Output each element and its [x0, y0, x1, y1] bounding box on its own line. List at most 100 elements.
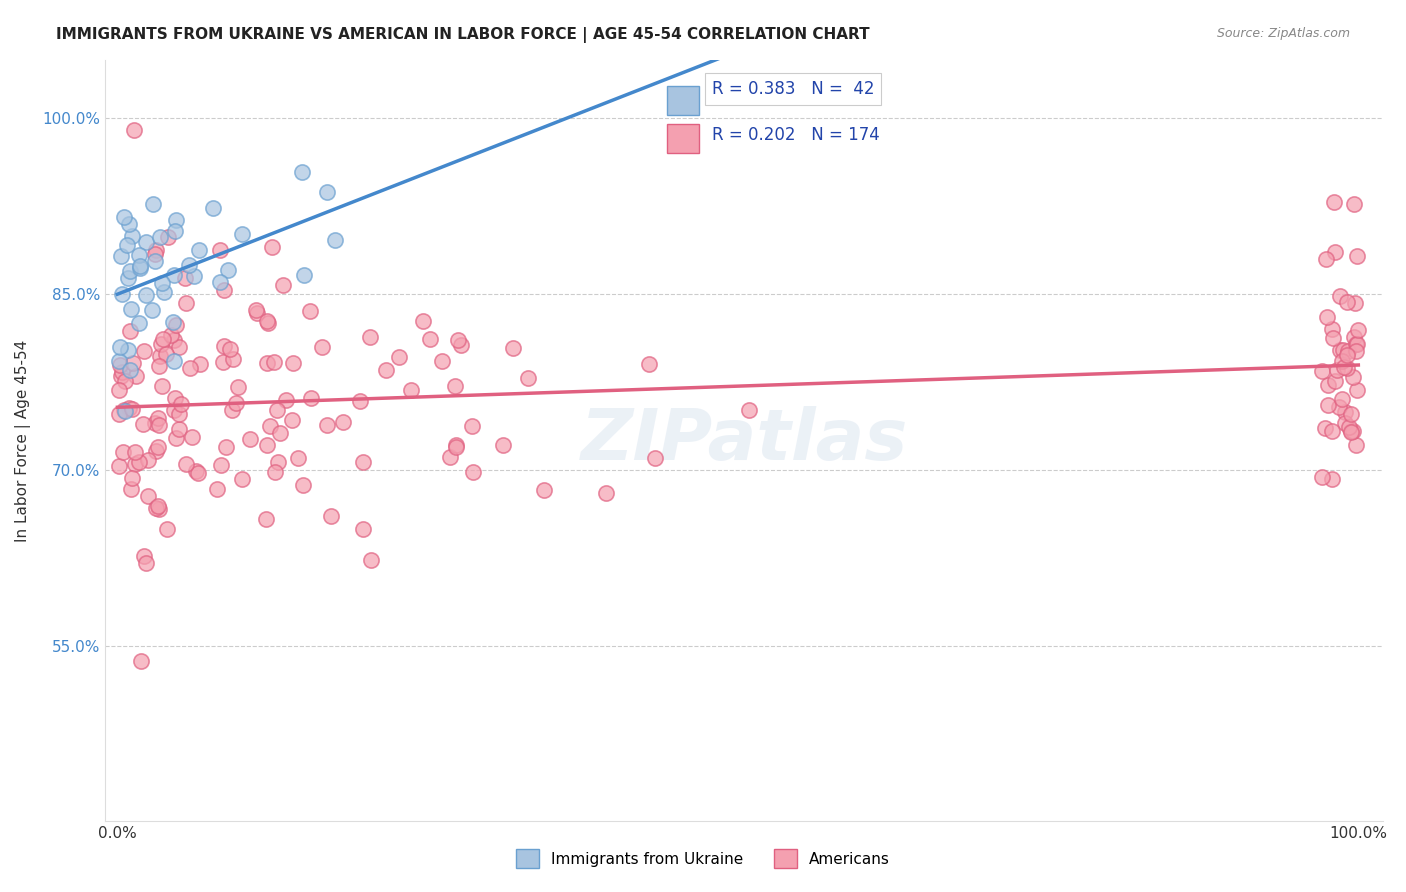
Americans [263, 355, 285, 369]
Americans [209, 458, 232, 472]
Immigrants from Ukraine [315, 185, 337, 199]
Americans [145, 501, 167, 516]
Americans [121, 483, 143, 497]
Immigrants from Ukraine [110, 249, 132, 263]
Immigrants from Ukraine [117, 271, 139, 285]
Americans [111, 445, 134, 459]
Americans [267, 455, 290, 469]
Americans [1310, 364, 1333, 378]
Americans [359, 330, 381, 344]
Americans [352, 454, 374, 468]
Americans [148, 417, 170, 432]
Legend: Immigrants from Ukraine, Americans: Immigrants from Ukraine, Americans [509, 841, 897, 875]
Americans [148, 359, 170, 373]
Americans [1334, 417, 1357, 431]
Americans [439, 450, 461, 464]
Immigrants from Ukraine [150, 276, 173, 290]
Americans [122, 356, 145, 370]
Americans [111, 364, 134, 378]
Immigrants from Ukraine [292, 268, 315, 282]
Americans [167, 408, 190, 422]
Americans [1317, 398, 1340, 412]
Americans [1340, 425, 1362, 440]
Americans [254, 512, 277, 526]
Americans [1322, 331, 1344, 345]
Americans [1346, 336, 1368, 351]
Americans [1320, 424, 1343, 438]
Americans [491, 438, 513, 452]
Americans [129, 654, 152, 668]
Americans [595, 485, 617, 500]
Americans [163, 402, 186, 417]
Americans [221, 403, 243, 417]
Immigrants from Ukraine [110, 286, 132, 301]
Text: R = 0.202   N = 174: R = 0.202 N = 174 [711, 126, 880, 144]
Americans [1326, 363, 1348, 377]
Americans [1336, 295, 1358, 310]
Americans [174, 457, 197, 471]
Americans [311, 340, 333, 354]
Americans [1329, 401, 1351, 415]
Immigrants from Ukraine [323, 233, 346, 247]
Americans [1347, 323, 1369, 337]
Americans [180, 430, 202, 444]
Americans [1344, 295, 1367, 310]
Americans [107, 407, 129, 421]
Americans [212, 354, 235, 368]
Americans [1316, 378, 1339, 392]
Immigrants from Ukraine [208, 275, 231, 289]
Americans [349, 394, 371, 409]
Americans [159, 327, 181, 342]
Americans [184, 464, 207, 478]
Americans [128, 455, 150, 469]
Americans [125, 369, 148, 384]
Americans [149, 336, 172, 351]
Immigrants from Ukraine [143, 254, 166, 268]
Americans [1310, 469, 1333, 483]
Immigrants from Ukraine [162, 315, 184, 329]
Americans [152, 332, 174, 346]
Americans [1337, 343, 1360, 358]
Americans [738, 403, 761, 417]
Americans [121, 401, 143, 416]
Americans [179, 360, 201, 375]
Americans [352, 522, 374, 536]
Americans [256, 438, 278, 452]
Immigrants from Ukraine [128, 316, 150, 330]
Immigrants from Ukraine [107, 353, 129, 368]
Y-axis label: In Labor Force | Age 45-54: In Labor Force | Age 45-54 [15, 339, 31, 541]
Americans [1331, 343, 1354, 357]
Immigrants from Ukraine [128, 248, 150, 262]
Americans [450, 338, 472, 352]
Americans [461, 418, 484, 433]
Americans [1316, 310, 1339, 324]
Text: Source: ZipAtlas.com: Source: ZipAtlas.com [1216, 27, 1350, 40]
Americans [1323, 374, 1346, 388]
Immigrants from Ukraine [142, 197, 165, 211]
Immigrants from Ukraine [217, 262, 239, 277]
Americans [637, 357, 659, 371]
Americans [1337, 420, 1360, 434]
Americans [263, 465, 285, 479]
Immigrants from Ukraine [115, 237, 138, 252]
Americans [112, 402, 135, 417]
Americans [169, 422, 191, 436]
Americans [1346, 249, 1368, 263]
Immigrants from Ukraine [114, 404, 136, 418]
Americans [222, 351, 245, 366]
Text: ZIPatlas: ZIPatlas [581, 406, 908, 475]
Americans [316, 418, 339, 433]
Americans [1329, 288, 1351, 302]
Text: R = 0.383   N =  42: R = 0.383 N = 42 [711, 80, 875, 98]
Americans [644, 450, 666, 465]
Americans [399, 383, 422, 397]
Immigrants from Ukraine [149, 229, 172, 244]
Americans [299, 391, 322, 405]
Americans [1346, 383, 1368, 397]
Americans [259, 419, 281, 434]
Americans [121, 471, 143, 485]
Americans [108, 358, 131, 372]
Americans [517, 371, 540, 385]
Immigrants from Ukraine [135, 288, 157, 302]
Americans [444, 438, 467, 452]
